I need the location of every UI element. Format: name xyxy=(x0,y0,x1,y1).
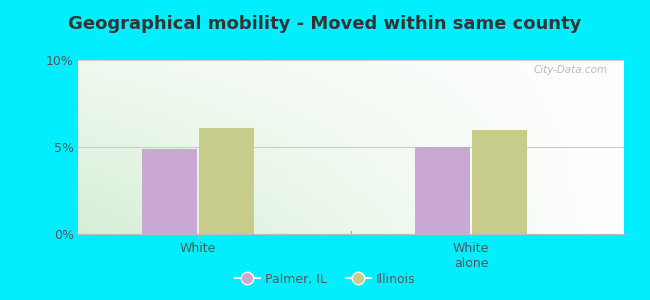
Bar xyxy=(142,149,197,234)
Bar xyxy=(415,147,470,234)
Bar xyxy=(473,130,527,234)
Bar xyxy=(200,128,254,234)
Legend: Palmer, IL, Illinois: Palmer, IL, Illinois xyxy=(230,268,420,291)
Text: City-Data.com: City-Data.com xyxy=(534,65,608,75)
Text: Geographical mobility - Moved within same county: Geographical mobility - Moved within sam… xyxy=(68,15,582,33)
